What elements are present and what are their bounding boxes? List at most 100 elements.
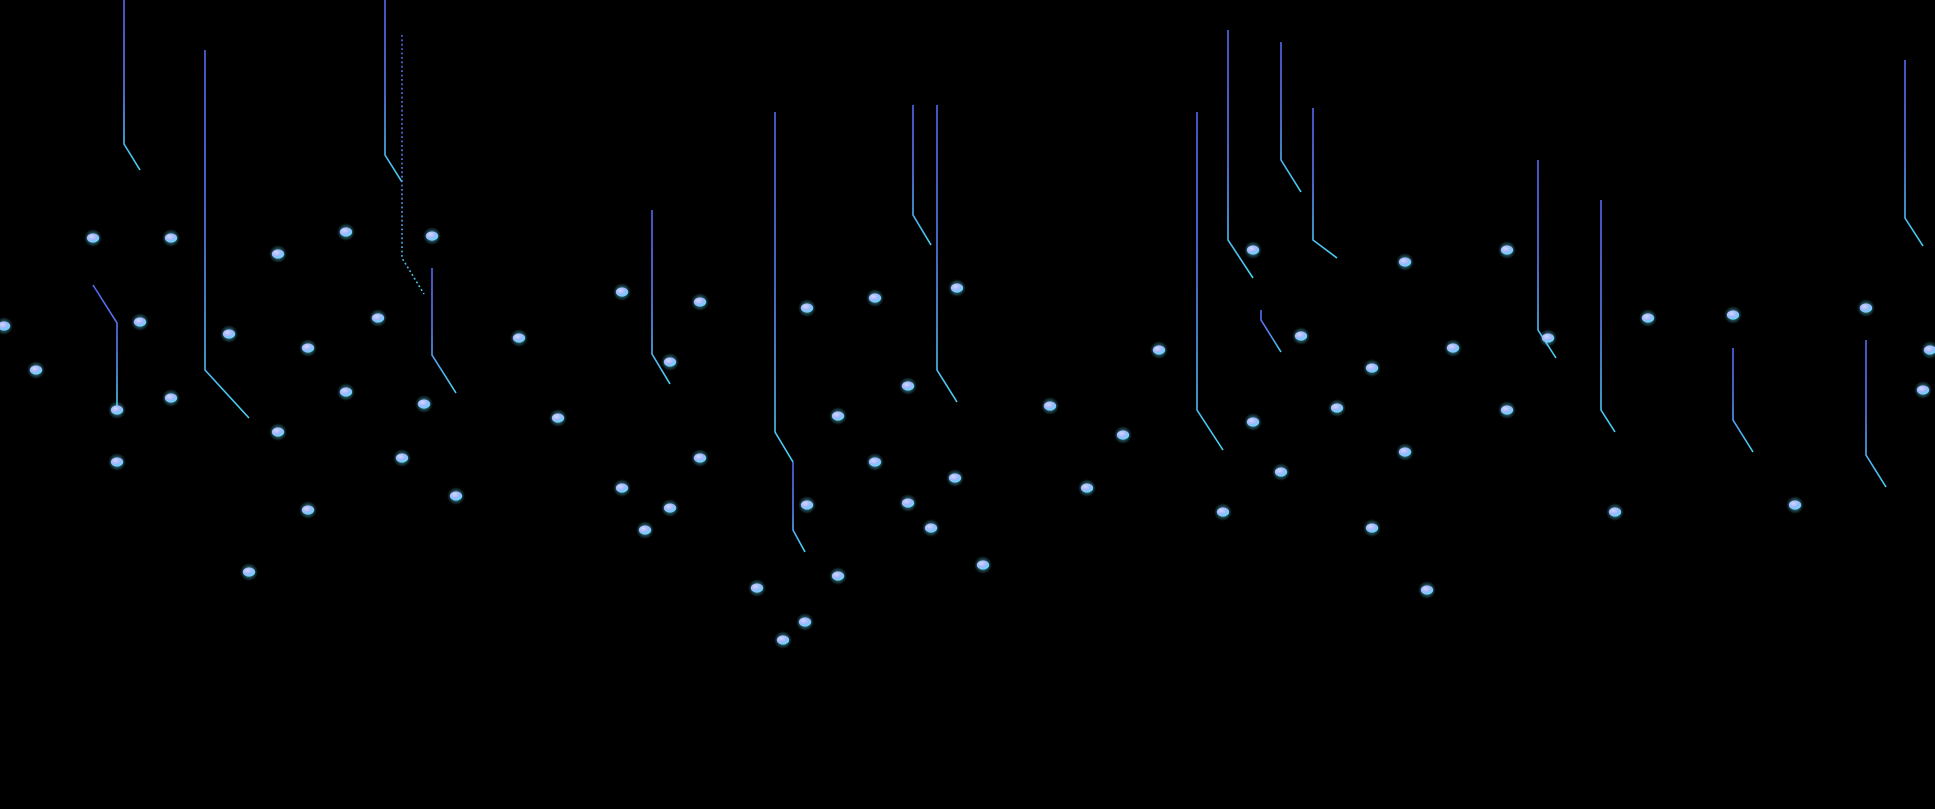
terminal-dot <box>299 501 317 519</box>
dot-core <box>1330 403 1344 413</box>
terminal-dot <box>131 313 149 331</box>
circuit-trace <box>792 462 806 553</box>
terminal-dot <box>1857 299 1875 317</box>
terminal-dot <box>946 469 964 487</box>
terminal-dot <box>269 245 287 263</box>
terminal-dot <box>162 389 180 407</box>
dot-core <box>638 525 652 535</box>
terminal-dot <box>1292 327 1310 345</box>
dot-core <box>449 491 463 501</box>
dot-core <box>776 635 790 645</box>
dot-core <box>551 413 565 423</box>
dot-core <box>615 287 629 297</box>
dot-core <box>800 303 814 313</box>
dot-core <box>1859 303 1873 313</box>
circuit-trace <box>401 35 425 295</box>
terminal-dot <box>1396 443 1414 461</box>
terminal-dot <box>798 299 816 317</box>
dot-core <box>831 571 845 581</box>
dot-core <box>868 457 882 467</box>
circuit-trace <box>1260 310 1282 353</box>
terminal-dot <box>1498 401 1516 419</box>
terminal-dot <box>748 579 766 597</box>
circuit-trace <box>384 0 403 183</box>
dot-core <box>512 333 526 343</box>
terminal-dot <box>1724 306 1742 324</box>
terminal-dot <box>1444 339 1462 357</box>
terminal-dot <box>796 613 814 631</box>
terminal-dot <box>299 339 317 357</box>
dot-core <box>339 227 353 237</box>
dot-core <box>110 405 124 415</box>
terminal-dot <box>393 449 411 467</box>
circuit-trace <box>1537 160 1557 359</box>
terminal-dot <box>1150 341 1168 359</box>
dot-core <box>301 343 315 353</box>
dot-core <box>976 560 990 570</box>
terminal-dot <box>899 377 917 395</box>
terminal-dot <box>1272 463 1290 481</box>
circuit-trace <box>936 105 958 403</box>
terminal-dot <box>798 496 816 514</box>
terminal-dot <box>240 563 258 581</box>
dot-core <box>271 427 285 437</box>
dot-core <box>1116 430 1130 440</box>
dot-core <box>831 411 845 421</box>
dot-core <box>901 498 915 508</box>
terminal-dot <box>691 449 709 467</box>
dot-core <box>1365 523 1379 533</box>
dot-core <box>1398 257 1412 267</box>
terminal-dot <box>0 317 13 335</box>
dot-core <box>1294 331 1308 341</box>
terminal-dot <box>661 499 679 517</box>
dot-core <box>1274 467 1288 477</box>
dot-core <box>1246 245 1260 255</box>
terminal-dot <box>1396 253 1414 271</box>
terminal-dot <box>1078 479 1096 497</box>
dot-core <box>417 399 431 409</box>
dot-core <box>1500 405 1514 415</box>
terminal-dot <box>1214 503 1232 521</box>
dot-core <box>750 583 764 593</box>
terminal-dot <box>1786 496 1804 514</box>
dot-core <box>1246 417 1260 427</box>
terminal-dot <box>661 353 679 371</box>
terminal-dot <box>948 279 966 297</box>
terminal-dot <box>1114 426 1132 444</box>
terminal-dot <box>1363 519 1381 537</box>
dot-core <box>615 483 629 493</box>
dot-core <box>901 381 915 391</box>
circuit-trace <box>1904 60 1924 247</box>
dot-core <box>1216 507 1230 517</box>
terminal-dot <box>1328 399 1346 417</box>
dot-core <box>663 503 677 513</box>
dot-core <box>1080 483 1094 493</box>
dot-core <box>950 283 964 293</box>
terminal-dot <box>829 407 847 425</box>
circuit-trace <box>1600 200 1616 433</box>
dot-core <box>29 365 43 375</box>
circuit-trace <box>123 0 141 171</box>
dot-core <box>693 297 707 307</box>
terminal-dot <box>636 521 654 539</box>
dot-core <box>1365 363 1379 373</box>
dot-core <box>164 393 178 403</box>
terminal-dot <box>337 223 355 241</box>
terminal-dot <box>1539 329 1557 347</box>
terminal-dot <box>269 423 287 441</box>
dot-core <box>1788 500 1802 510</box>
terminal-dot <box>162 229 180 247</box>
terminal-dot <box>549 409 567 427</box>
dot-core <box>924 523 938 533</box>
terminal-dot <box>108 401 126 419</box>
circuit-trace <box>912 105 932 246</box>
dot-core <box>301 505 315 515</box>
dot-core <box>164 233 178 243</box>
dot-core <box>948 473 962 483</box>
dot-core <box>868 293 882 303</box>
dot-core <box>110 457 124 467</box>
terminal-dot <box>220 325 238 343</box>
circuit-trace <box>1280 42 1302 193</box>
circuit-trace <box>1732 348 1754 453</box>
